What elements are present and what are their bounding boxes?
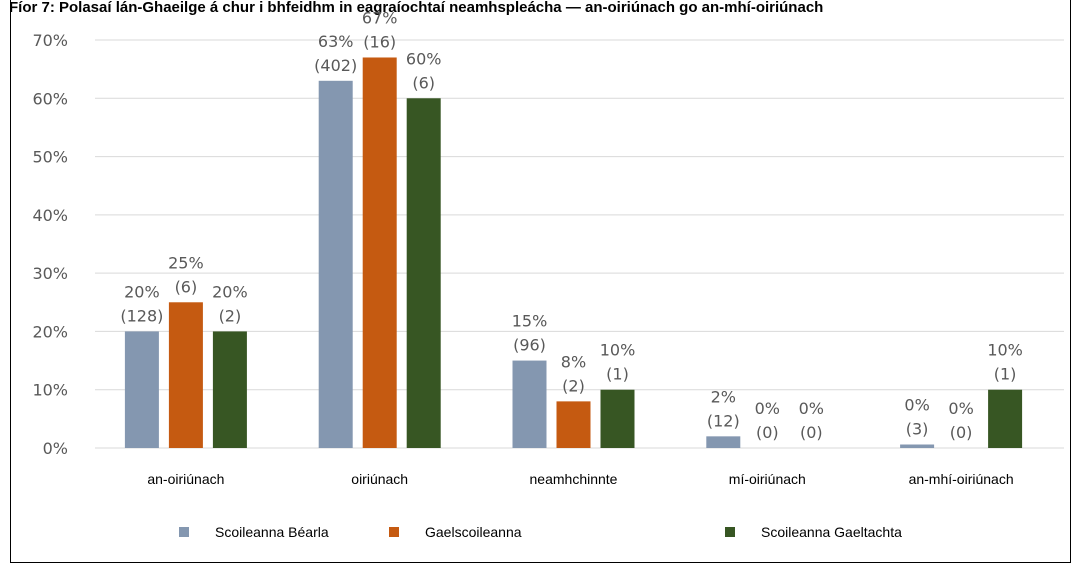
legend-label: Scoileanna Gaeltachta [761,524,902,540]
bar [362,57,397,448]
chart-title: Fíor 7: Polasaí lán-Ghaeilge á chur i bh… [11,0,823,16]
y-tick-label: 70% [32,31,68,50]
count-label: (6) [412,73,435,92]
legend: Scoileanna Béarla Gaelscoileanna Scoileann… [179,524,902,540]
legend-swatch [725,527,735,537]
gridlines [95,39,1064,449]
x-tick-label: neamhchinnte [530,471,618,487]
count-label: (0) [756,423,779,442]
count-label: (3) [906,420,929,439]
data-label: 10% [600,341,636,360]
count-label: (16) [363,32,396,51]
data-label: 0% [904,396,929,415]
count-label: (12) [707,411,740,430]
legend-label: Scoileanna Béarla [215,524,329,540]
data-label: 60% [406,49,442,68]
x-tick-label: an-oiriúnach [147,471,224,487]
bars [124,57,1023,449]
bar [318,80,353,449]
count-label: (1) [994,365,1017,384]
count-label: (402) [314,56,357,75]
bar [556,401,591,448]
y-tick-label: 30% [32,264,68,283]
count-label: (1) [606,365,629,384]
count-label: (6) [175,277,198,296]
data-labels: 20% (128) 25% (6) 20% (2) 63% (402) 67% (16) 60% (6… [120,8,1022,442]
bar [988,389,1023,448]
bar [124,331,159,448]
count-label: (0) [950,423,973,442]
y-tick-label: 0% [43,439,68,458]
count-label: (0) [800,423,823,442]
data-label: 67% [362,8,398,27]
legend-swatch [179,527,189,537]
y-tick-label: 40% [32,206,68,225]
y-tick-label: 20% [32,322,68,341]
count-label: (128) [120,306,163,325]
chart-frame: Fíor 7: Polasaí lán-Ghaeilge á chur i bh… [10,0,1071,563]
data-label: 10% [987,341,1023,360]
data-label: 20% [124,282,160,301]
bar [212,331,247,448]
y-axis: 0% 10% 20% 30% 40% 50% 60% 70% [32,31,68,458]
x-axis: an-oiriúnach oiriúnach neamhchinnte mí-oiri… [147,471,1013,487]
data-label: 2% [711,387,736,406]
x-tick-label: an-mhí-oiriúnach [909,471,1014,487]
bar-chart: Fíor 7: Polasaí lán-Ghaeilge á chur i bh… [11,0,1064,540]
legend-swatch [389,527,399,537]
bar [706,436,741,448]
bar [168,302,203,448]
count-label: (2) [219,306,242,325]
data-label: 20% [212,282,248,301]
data-label: 25% [168,253,204,272]
data-label: 63% [318,32,354,51]
data-label: 0% [948,399,973,418]
count-label: (96) [513,336,546,355]
data-label: 0% [755,399,780,418]
count-label: (2) [562,376,585,395]
x-tick-label: mí-oiriúnach [729,471,806,487]
bar [512,360,547,448]
bar [600,389,635,448]
data-label: 15% [512,312,548,331]
data-label: 8% [561,352,586,371]
data-label: 0% [799,399,824,418]
bar [406,98,441,449]
x-tick-label: oiriúnach [351,471,408,487]
y-tick-label: 60% [32,89,68,108]
legend-label: Gaelscoileanna [425,524,522,540]
bar [900,444,935,448]
y-tick-label: 50% [32,148,68,167]
y-tick-label: 10% [32,381,68,400]
